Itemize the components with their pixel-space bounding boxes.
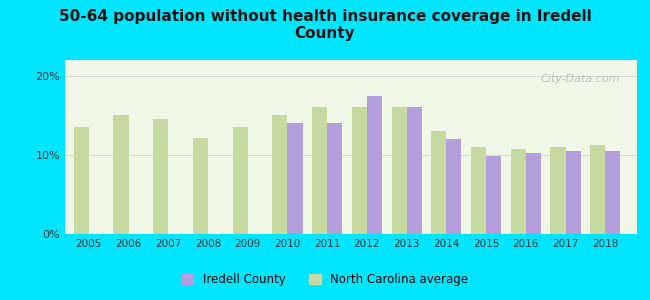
Bar	[471, 147, 486, 234]
Bar	[327, 123, 343, 234]
Bar	[511, 148, 526, 234]
Bar	[551, 147, 566, 234]
Bar	[526, 153, 541, 234]
Bar	[566, 151, 580, 234]
Bar	[153, 119, 168, 234]
Bar	[193, 137, 208, 234]
Bar	[233, 127, 248, 234]
Legend: Iredell County, North Carolina average: Iredell County, North Carolina average	[177, 269, 473, 291]
Bar	[431, 131, 447, 234]
Bar	[287, 123, 302, 234]
Bar	[590, 146, 605, 234]
Bar	[312, 107, 327, 234]
Bar	[272, 116, 287, 234]
Text: 50-64 population without health insurance coverage in Iredell
County: 50-64 population without health insuranc…	[58, 9, 592, 41]
Bar	[486, 157, 501, 234]
Bar	[352, 107, 367, 234]
Bar	[391, 107, 407, 234]
Text: City-Data.com: City-Data.com	[540, 74, 620, 84]
Bar	[447, 139, 461, 234]
Bar	[73, 127, 89, 234]
Bar	[114, 116, 129, 234]
Bar	[605, 151, 620, 234]
Bar	[367, 96, 382, 234]
Bar	[407, 107, 422, 234]
